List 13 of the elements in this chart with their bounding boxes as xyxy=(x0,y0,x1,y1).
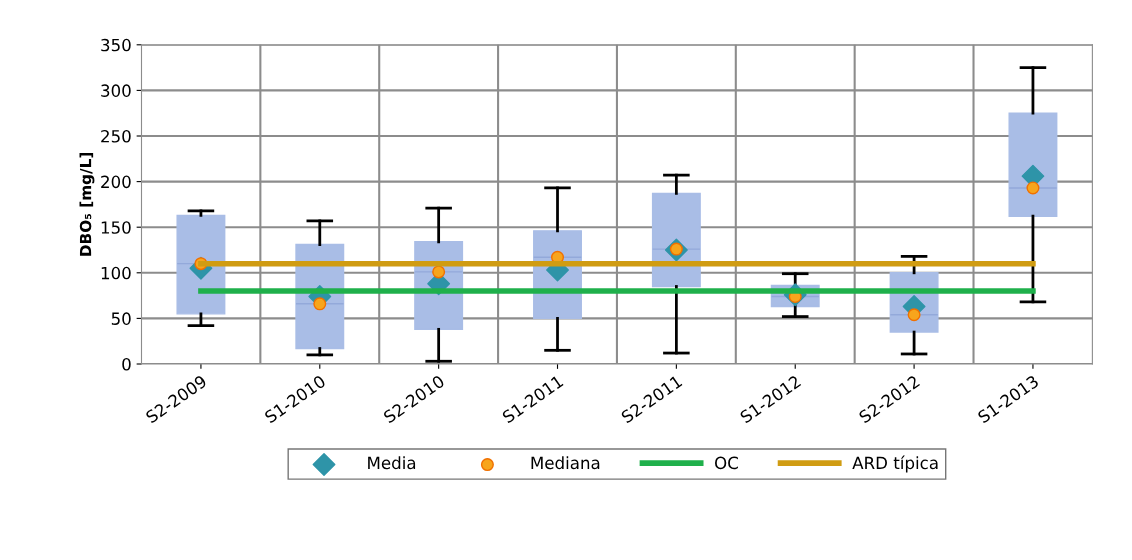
legend-label: Mediana xyxy=(531,456,600,470)
y-tick-label: 50 xyxy=(111,312,131,325)
y-tick-label: 100 xyxy=(101,266,131,280)
y-tick-label: 0 xyxy=(122,357,131,371)
y-axis-title: DBO₅ [mg/L] xyxy=(79,152,95,256)
y-tick-label: 150 xyxy=(101,221,131,234)
legend-label: OC xyxy=(715,456,738,470)
y-tick-label: 200 xyxy=(101,175,131,189)
legend-label: Media xyxy=(368,456,416,470)
y-tick-label: 250 xyxy=(101,129,131,143)
y-tick-label: 350 xyxy=(101,38,131,52)
y-tick-label: 300 xyxy=(101,84,131,97)
legend-label: ARD típica xyxy=(852,455,938,473)
